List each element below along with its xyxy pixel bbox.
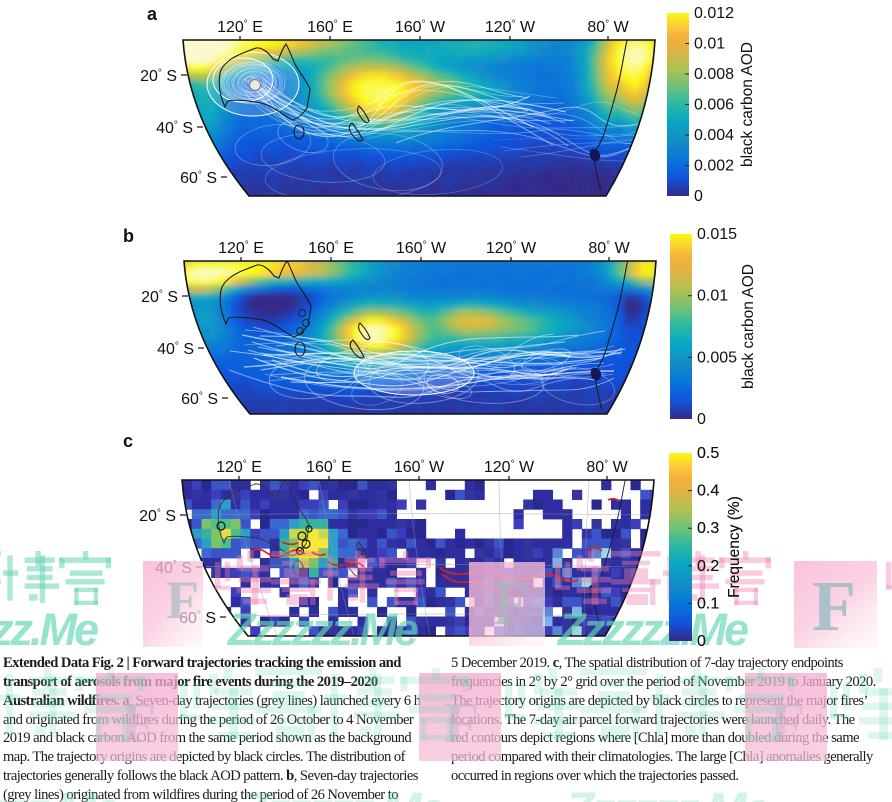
- svg-text:120° W: 120° W: [486, 240, 537, 257]
- svg-text:0: 0: [697, 633, 706, 650]
- svg-text:20° S: 20° S: [140, 68, 177, 85]
- svg-text:40° S: 40° S: [155, 560, 192, 577]
- svg-text:160° E: 160° E: [307, 19, 353, 36]
- svg-text:80° W: 80° W: [586, 459, 628, 476]
- svg-text:c: c: [123, 431, 133, 451]
- svg-text:0.01: 0.01: [694, 36, 725, 53]
- svg-text:80° W: 80° W: [587, 19, 629, 36]
- svg-text:0: 0: [697, 411, 706, 428]
- svg-text:160° W: 160° W: [396, 240, 447, 257]
- svg-text:black carbon AOD: black carbon AOD: [740, 264, 757, 389]
- svg-text:120° W: 120° W: [484, 459, 535, 476]
- svg-text:20° S: 20° S: [139, 508, 176, 525]
- svg-text:0.3: 0.3: [697, 520, 719, 537]
- svg-text:0.015: 0.015: [697, 226, 737, 243]
- svg-text:120° E: 120° E: [217, 19, 263, 36]
- svg-text:120° E: 120° E: [216, 459, 262, 476]
- svg-text:0.1: 0.1: [697, 595, 719, 612]
- svg-text:60° S: 60° S: [180, 170, 217, 187]
- svg-text:160° W: 160° W: [395, 19, 446, 36]
- svg-text:0.01: 0.01: [697, 288, 728, 305]
- svg-text:160° E: 160° E: [308, 240, 354, 257]
- svg-text:0: 0: [694, 188, 703, 205]
- svg-text:80° W: 80° W: [588, 240, 630, 257]
- svg-text:b: b: [123, 226, 134, 246]
- svg-text:120° W: 120° W: [485, 19, 536, 36]
- svg-text:0.006: 0.006: [694, 97, 734, 114]
- svg-text:0.4: 0.4: [697, 483, 719, 500]
- svg-text:160° W: 160° W: [394, 459, 445, 476]
- svg-text:0.012: 0.012: [694, 5, 734, 22]
- svg-text:black carbon AOD: black carbon AOD: [739, 42, 756, 167]
- svg-text:40° S: 40° S: [156, 120, 193, 137]
- svg-text:0.5: 0.5: [697, 445, 719, 462]
- svg-text:0.008: 0.008: [694, 66, 734, 83]
- svg-text:a: a: [147, 4, 158, 24]
- svg-text:0.005: 0.005: [697, 349, 737, 366]
- svg-text:160° E: 160° E: [306, 459, 352, 476]
- svg-text:Frequency (%): Frequency (%): [726, 496, 743, 598]
- svg-text:120° E: 120° E: [218, 240, 264, 257]
- svg-text:20° S: 20° S: [141, 289, 178, 306]
- svg-text:60° S: 60° S: [181, 391, 218, 408]
- svg-text:40° S: 40° S: [157, 341, 194, 358]
- svg-text:0.004: 0.004: [694, 127, 734, 144]
- svg-text:60° S: 60° S: [179, 610, 216, 627]
- svg-text:0.2: 0.2: [697, 558, 719, 575]
- svg-text:0.002: 0.002: [694, 158, 734, 175]
